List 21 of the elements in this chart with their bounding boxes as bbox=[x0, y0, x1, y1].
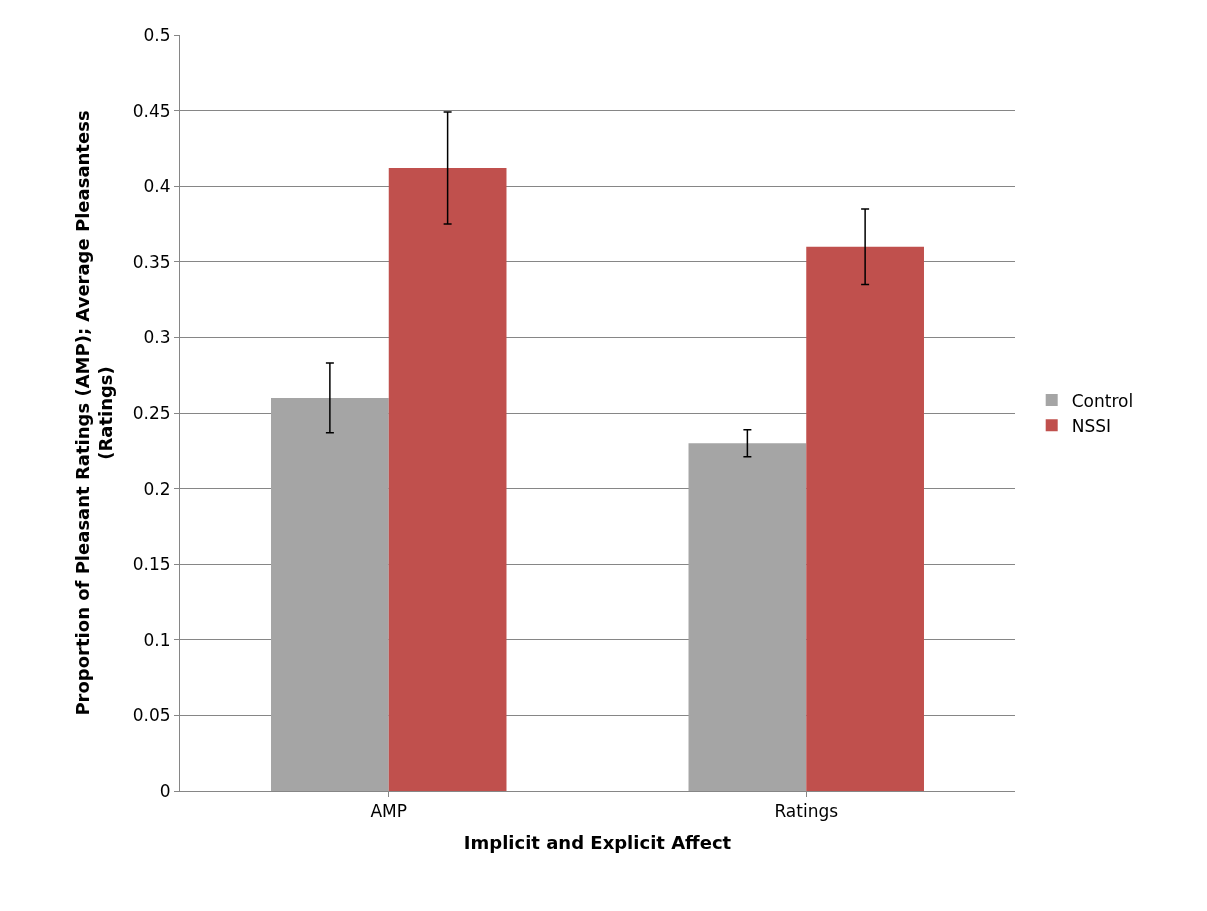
y-tick-label: 0.3 bbox=[143, 327, 171, 348]
y-tick-label: 0.45 bbox=[132, 100, 171, 121]
y-tick-label: 0.4 bbox=[143, 176, 171, 197]
bar bbox=[271, 397, 389, 791]
x-tick-label: Ratings bbox=[774, 801, 839, 822]
x-tick-label: AMP bbox=[370, 801, 408, 822]
legend-label: NSSI bbox=[1071, 415, 1112, 436]
y-tick-label: 0.1 bbox=[143, 629, 171, 650]
bar bbox=[388, 168, 507, 791]
bar bbox=[688, 443, 807, 791]
legend-label: Control bbox=[1071, 390, 1134, 411]
bar bbox=[806, 246, 924, 791]
y-tick-label: 0.35 bbox=[132, 251, 171, 272]
y-tick-label: 0.15 bbox=[132, 554, 171, 575]
y-tick-label: 0.2 bbox=[143, 478, 171, 499]
y-axis-title: Proportion of Pleasant Ratings (AMP); Average Pleasantess (Ratings) bbox=[71, 110, 116, 716]
y-tick-label: 0 bbox=[159, 780, 171, 801]
y-tick-label: 0.25 bbox=[132, 402, 171, 423]
x-axis-title: Implicit and Explicit Affect bbox=[463, 831, 732, 853]
y-tick-label: 0.05 bbox=[132, 705, 171, 726]
y-tick-label: 0.5 bbox=[143, 24, 171, 45]
